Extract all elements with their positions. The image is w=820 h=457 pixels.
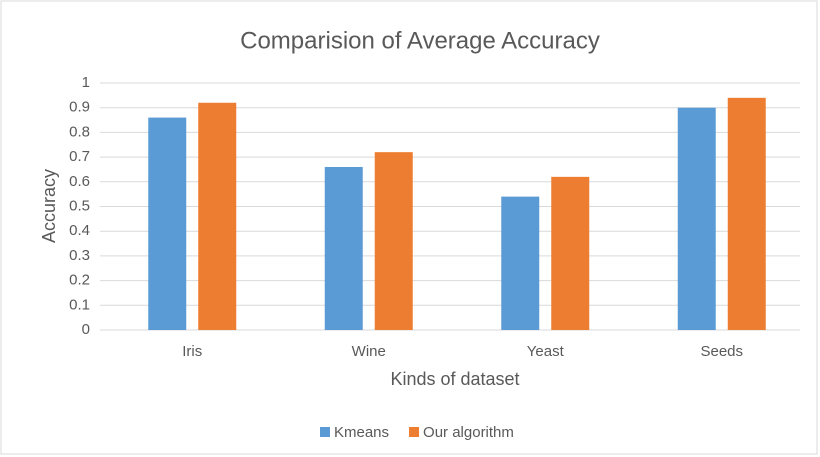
y-tick-label: 0.5: [69, 197, 90, 214]
x-tick-label: Yeast: [527, 343, 565, 360]
y-tick-label: 0: [82, 321, 90, 338]
y-tick-label: 0.6: [69, 173, 90, 190]
y-tick-label: 0.1: [69, 296, 90, 313]
y-tick-label: 1: [82, 74, 90, 91]
y-tick-label: 0.4: [69, 222, 90, 239]
bar: [198, 102, 237, 330]
x-tick-label: Iris: [182, 343, 202, 360]
bar: [148, 117, 187, 330]
bar: [501, 196, 540, 330]
bar: [374, 152, 413, 330]
legend-label: Our algorithm: [423, 424, 514, 441]
x-tick-label: Wine: [352, 343, 386, 360]
bar: [324, 166, 363, 330]
legend-label: Kmeans: [334, 424, 389, 441]
chart-title: Comparision of Average Accuracy: [240, 27, 600, 54]
y-tick-label: 0.8: [69, 123, 90, 140]
bar: [727, 97, 766, 330]
legend-swatch: [409, 427, 420, 437]
x-axis-label: Kinds of dataset: [390, 369, 519, 389]
y-tick-label: 0.3: [69, 247, 90, 264]
bar: [677, 107, 716, 330]
y-tick-label: 0.2: [69, 272, 90, 289]
x-tick-label: Seeds: [700, 343, 743, 360]
y-tick-label: 0.9: [69, 99, 90, 116]
y-tick-label: 0.7: [69, 148, 90, 165]
legend-swatch: [320, 427, 330, 437]
y-axis-label: Accuracy: [39, 169, 59, 243]
bar: [551, 176, 590, 330]
